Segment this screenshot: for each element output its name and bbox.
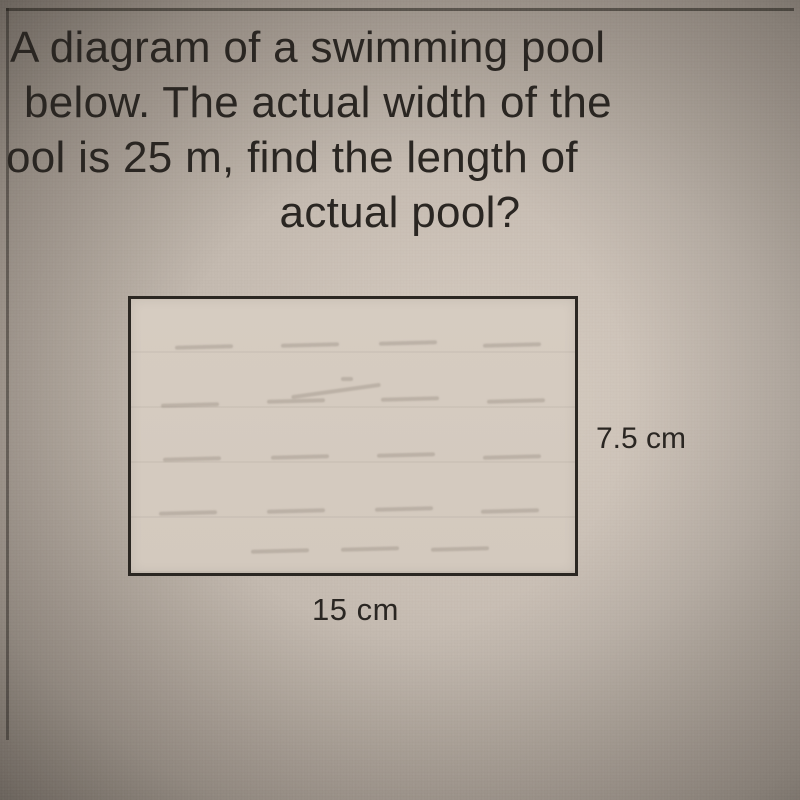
scribble-mark xyxy=(377,452,435,458)
scribble-mark xyxy=(161,402,219,408)
question-text: A diagram of a swimming pool below. The … xyxy=(0,20,800,258)
pool-rectangle xyxy=(128,296,578,576)
content-area: A diagram of a swimming pool below. The … xyxy=(0,0,800,698)
scribble-mark xyxy=(175,344,233,350)
scribble-mark xyxy=(159,510,217,516)
scribble-mark xyxy=(341,377,353,381)
question-line-3: ool is 25 m, find the length of xyxy=(6,130,794,185)
diagram: 7.5 cm 15 cm xyxy=(0,258,800,698)
question-line-4: actual pool? xyxy=(6,185,794,240)
scribble-mark xyxy=(375,506,433,512)
length-label: 15 cm xyxy=(312,592,399,628)
scribble-mark xyxy=(487,398,545,404)
question-line-2: below. The actual width of the xyxy=(6,75,794,130)
width-label: 7.5 cm xyxy=(596,422,686,456)
scribble-mark xyxy=(251,548,309,554)
scribble-mark xyxy=(431,546,489,552)
scribble-mark xyxy=(379,340,437,346)
scribble-mark xyxy=(271,454,329,460)
scribble-mark xyxy=(267,398,325,404)
scribble-mark xyxy=(163,456,221,462)
scribble-mark xyxy=(381,396,439,402)
scribble-mark xyxy=(483,342,541,348)
scribble-mark xyxy=(281,342,339,348)
pool-texture-scribbles xyxy=(131,299,575,573)
question-line-1: A diagram of a swimming pool xyxy=(6,20,794,75)
scribble-mark xyxy=(341,546,399,552)
scribble-mark xyxy=(267,508,325,514)
scribble-mark xyxy=(291,383,381,399)
scribble-mark xyxy=(483,454,541,460)
scribble-mark xyxy=(481,508,539,514)
